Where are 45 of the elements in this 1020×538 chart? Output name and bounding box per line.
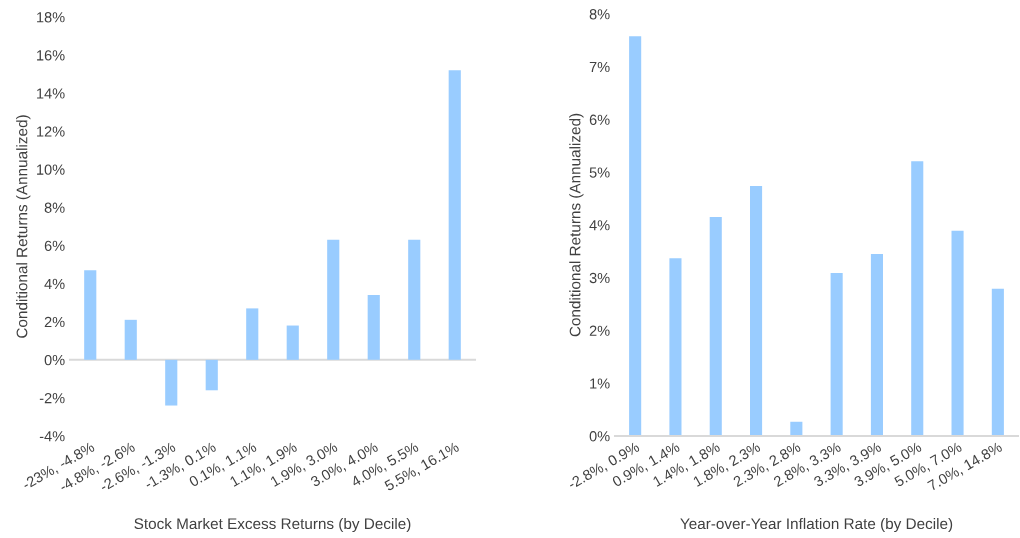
y-tick-label: 16%	[37, 50, 65, 61]
x-axis-title: Year-over-Year Inflation Rate (by Decile)	[680, 517, 953, 533]
y-tick-label: 14%	[37, 88, 65, 99]
y-tick-label: 4%	[44, 278, 65, 290]
y-tick-label: 1%	[590, 378, 610, 389]
y-tick-label: -2%	[39, 393, 65, 404]
bar	[165, 359, 178, 406]
bar	[408, 239, 421, 360]
y-tick-label: 6%	[44, 240, 65, 251]
bar	[790, 421, 803, 436]
y-tick-label: 4%	[589, 220, 610, 231]
bar	[709, 217, 722, 436]
bar	[327, 239, 340, 360]
bar	[448, 70, 461, 360]
y-axis-title: Conditional Returns (Annualized)	[16, 115, 31, 338]
y-tick-label: 18%	[37, 12, 65, 23]
x-axis-title: Stock Market Excess Returns (by Decile)	[134, 517, 411, 533]
y-tick-label: 5%	[589, 167, 610, 178]
y-tick-label: 2%	[589, 325, 610, 336]
bar	[367, 295, 380, 360]
bar	[870, 254, 883, 436]
y-tick-label: 6%	[589, 114, 610, 125]
y-tick-label: 8%	[44, 202, 65, 213]
y-axis-title: Conditional Returns (Annualized)	[569, 113, 584, 337]
y-tick-label: 3%	[589, 272, 610, 284]
y-tick-label: -4%	[39, 431, 65, 442]
bar	[629, 36, 642, 436]
y-tick-label: 7%	[589, 61, 610, 73]
y-tick-label: 10%	[37, 164, 65, 175]
bar	[951, 230, 964, 436]
bar	[246, 308, 259, 360]
bar	[286, 325, 299, 360]
y-tick-label: 12%	[37, 126, 65, 137]
bar	[911, 161, 924, 436]
y-tick-label: 0%	[44, 354, 65, 366]
bar	[205, 359, 218, 391]
y-tick-label: 0%	[589, 431, 610, 442]
bar	[991, 288, 1004, 436]
bar	[124, 319, 137, 360]
bar	[84, 270, 97, 360]
bar	[830, 273, 843, 436]
y-tick-label: 2%	[44, 316, 65, 328]
y-tick-label: 8%	[589, 9, 610, 20]
bar	[669, 258, 682, 436]
bar	[750, 185, 763, 436]
